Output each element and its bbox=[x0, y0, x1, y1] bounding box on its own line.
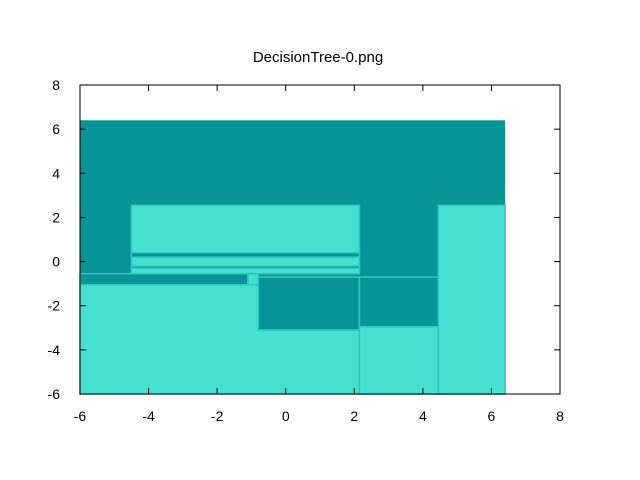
y-tick-label: -6 bbox=[48, 386, 61, 402]
x-tick-label: -2 bbox=[211, 408, 224, 424]
region-dark-7 bbox=[79, 272, 249, 286]
y-tick-label: 0 bbox=[52, 254, 60, 270]
x-tick-label: -6 bbox=[74, 408, 87, 424]
x-tick-label: 8 bbox=[556, 408, 564, 424]
y-tick-label: -2 bbox=[48, 298, 61, 314]
region-dark-9 bbox=[257, 276, 361, 331]
x-tick-label: 2 bbox=[350, 408, 358, 424]
y-tick-label: 8 bbox=[52, 77, 60, 93]
plot-frame bbox=[79, 84, 561, 395]
x-tick-label: 4 bbox=[419, 408, 427, 424]
y-tick-label: -4 bbox=[48, 342, 61, 358]
y-tick-label: 4 bbox=[52, 165, 60, 181]
x-tick-label: 0 bbox=[282, 408, 290, 424]
chart-title: DecisionTree-0.png bbox=[253, 49, 383, 66]
region-light-3 bbox=[358, 325, 440, 395]
region-light-4 bbox=[130, 204, 361, 275]
x-tick-label: -4 bbox=[142, 408, 155, 424]
y-tick-label: 6 bbox=[52, 121, 60, 137]
region-dark-6 bbox=[130, 265, 361, 269]
region-dark-5 bbox=[130, 251, 361, 258]
region-dark-10 bbox=[358, 276, 440, 328]
axis-ticks: -6 -4 -2 0 2 4 6 8 -6 -4 -2 0 2 4 6 8 bbox=[48, 77, 565, 424]
region-light-8 bbox=[247, 272, 260, 286]
y-tick-label: 2 bbox=[52, 209, 60, 225]
decision-regions bbox=[79, 120, 506, 395]
x-tick-label: 6 bbox=[488, 408, 496, 424]
region-light-2 bbox=[437, 204, 506, 395]
